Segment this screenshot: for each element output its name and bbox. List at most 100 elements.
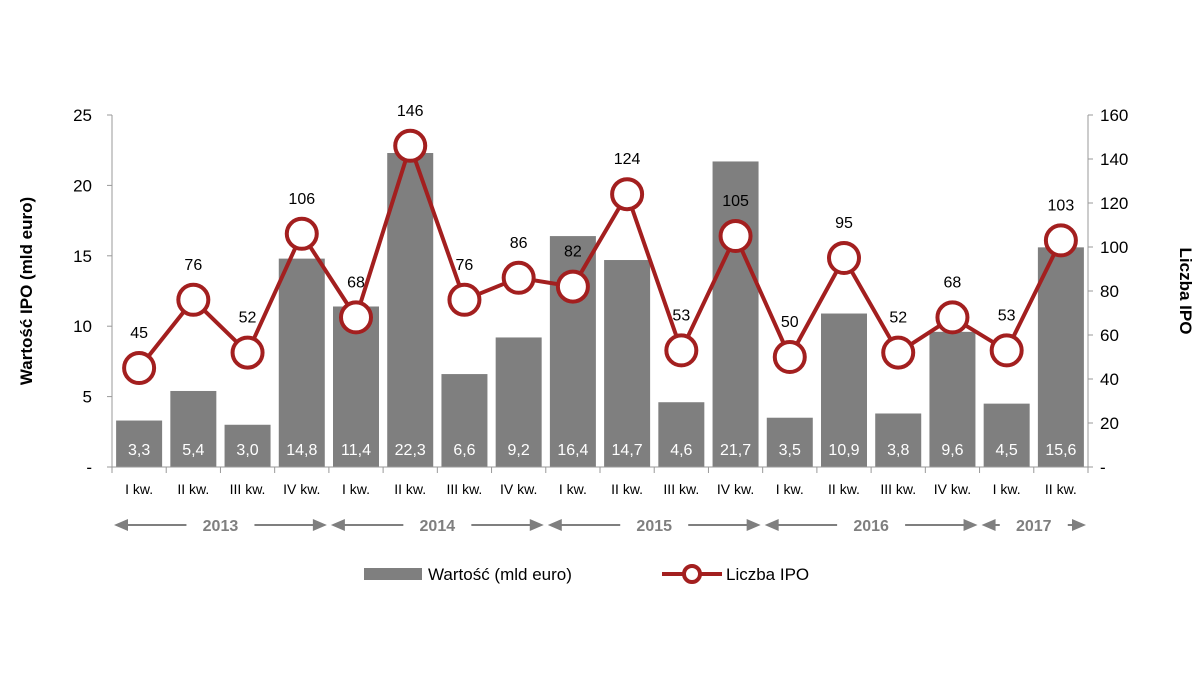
right-tick-label: 40 xyxy=(1100,370,1119,389)
x-tick-label: I kw. xyxy=(776,481,804,497)
bar-data-label: 3,0 xyxy=(236,442,258,459)
bar xyxy=(604,260,651,467)
line-point xyxy=(230,335,265,370)
bar-data-label: 15,6 xyxy=(1045,442,1076,459)
x-tick-label: I kw. xyxy=(125,481,153,497)
left-tick-label: - xyxy=(86,458,92,477)
bar-data-label: 16,4 xyxy=(557,442,588,459)
year-arrow-head-left xyxy=(764,519,779,531)
year-arrow-head-right xyxy=(1072,519,1086,531)
legend-line-label: Liczba IPO xyxy=(726,565,809,584)
x-tick-label: II kw. xyxy=(611,481,643,497)
line-data-label: 103 xyxy=(1048,197,1075,214)
bar-data-label: 4,6 xyxy=(670,442,692,459)
year-label: 2017 xyxy=(1016,518,1052,535)
year-arrow-head-left xyxy=(981,519,996,531)
line-point xyxy=(555,269,590,304)
bar-data-label: 5,4 xyxy=(182,442,204,459)
line-point xyxy=(989,333,1024,368)
right-tick-label: 120 xyxy=(1100,194,1128,213)
year-arrow-head-right xyxy=(963,519,978,531)
bar-data-label: 4,5 xyxy=(996,442,1018,459)
bar-data-label: 3,5 xyxy=(779,442,801,459)
line-point xyxy=(393,128,428,163)
left-tick-label: 25 xyxy=(73,106,92,125)
year-arrow-head-left xyxy=(547,519,562,531)
left-tick-label: 20 xyxy=(73,176,92,195)
line-data-label: 53 xyxy=(998,307,1016,324)
year-arrows-layer: 2013 2014 2015 2016 2017 xyxy=(114,518,1086,535)
line-data-label: 50 xyxy=(781,314,799,331)
year-arrow-head-right xyxy=(746,519,761,531)
x-tick-label: II kw. xyxy=(828,481,860,497)
x-tick-label: I kw. xyxy=(559,481,587,497)
x-tick-label: III kw. xyxy=(663,481,699,497)
left-tick-label: 10 xyxy=(73,317,92,336)
left-tick-label: 5 xyxy=(83,388,92,407)
line-data-label: 52 xyxy=(889,310,907,327)
year-arrow-head-left xyxy=(330,519,345,531)
line-data-label: 45 xyxy=(130,325,148,342)
bar-data-label: 21,7 xyxy=(720,442,751,459)
x-tick-label: II kw. xyxy=(394,481,426,497)
line-data-label: 82 xyxy=(564,244,582,261)
x-tick-label: IV kw. xyxy=(500,481,537,497)
bar xyxy=(1037,247,1084,467)
bar-data-label: 9,2 xyxy=(508,442,530,459)
bar xyxy=(441,374,488,467)
line-point xyxy=(122,351,157,385)
line-point xyxy=(339,300,373,335)
legend: Wartość (mld euro) Liczba IPO xyxy=(364,564,809,584)
legend-bar-label: Wartość (mld euro) xyxy=(428,565,572,584)
line-point xyxy=(447,282,482,317)
line-data-label: 95 xyxy=(835,215,853,232)
line-layer: 45 76 52 106 68 146 76 86 82 124 53 105 50 95 52 68 53 10… xyxy=(122,103,1078,385)
x-tick-label: III kw. xyxy=(880,481,916,497)
line-data-label: 124 xyxy=(614,151,641,168)
line-data-label: 146 xyxy=(397,103,424,120)
year-label: 2013 xyxy=(203,518,239,535)
line-series-path xyxy=(137,143,1063,370)
line-data-label: 53 xyxy=(672,307,690,324)
year-label: 2014 xyxy=(420,518,456,535)
x-tick-label: IV kw. xyxy=(717,481,754,497)
line-point xyxy=(664,333,699,368)
bar xyxy=(278,258,325,467)
bar-data-label: 14,8 xyxy=(286,442,317,459)
bar xyxy=(929,331,976,467)
bar xyxy=(224,424,271,467)
bar xyxy=(712,161,759,468)
x-tick-label: II kw. xyxy=(1045,481,1077,497)
year-label: 2015 xyxy=(636,518,672,535)
line-point xyxy=(935,300,970,335)
x-tick-label: II kw. xyxy=(177,481,209,497)
bar-data-label: 10,9 xyxy=(828,442,859,459)
line-point xyxy=(284,216,319,251)
bar xyxy=(387,153,434,468)
right-tick-label: 60 xyxy=(1100,326,1119,345)
bar-data-label: 6,6 xyxy=(453,442,475,459)
right-tick-label: 160 xyxy=(1100,106,1128,125)
bar-data-label: 14,7 xyxy=(612,442,643,459)
line-point xyxy=(827,241,861,275)
year-arrow-head-right xyxy=(312,519,327,531)
legend-bar-swatch xyxy=(364,568,422,580)
bar xyxy=(766,417,813,467)
line-point xyxy=(610,177,645,212)
line-point xyxy=(881,335,916,370)
x-tick-label: IV kw. xyxy=(934,481,971,497)
bar xyxy=(495,337,542,467)
right-tick-label: 140 xyxy=(1100,150,1128,169)
line-data-label: 68 xyxy=(944,274,962,291)
line-point xyxy=(176,282,211,317)
right-tick-label: 20 xyxy=(1100,414,1119,433)
bars-layer xyxy=(116,153,1084,468)
line-data-label: 68 xyxy=(347,274,365,291)
bar xyxy=(983,403,1030,467)
axes-layer: - 5 10 15 20 25 - 20 40 60 80 100 120 140 160 I kw. II k… xyxy=(73,106,1128,497)
line-data-label: 106 xyxy=(288,191,315,208)
bar xyxy=(170,390,217,467)
bar-data-label: 9,6 xyxy=(941,442,963,459)
x-tick-label: I kw. xyxy=(342,481,370,497)
